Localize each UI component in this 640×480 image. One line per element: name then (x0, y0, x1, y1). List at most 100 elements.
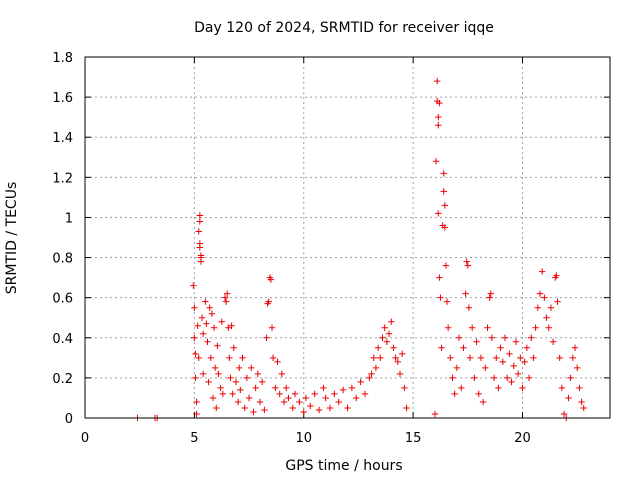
data-point (230, 344, 237, 352)
data-point (239, 354, 246, 362)
data-point (283, 384, 290, 392)
data-point (339, 386, 347, 394)
data-point (444, 324, 452, 331)
data-point (204, 338, 211, 345)
data-point (392, 354, 399, 362)
data-point (441, 224, 449, 231)
data-point (580, 404, 587, 412)
data-point (232, 378, 240, 386)
data-point (190, 282, 197, 289)
data-point (451, 390, 458, 398)
data-point (460, 344, 467, 352)
data-point (497, 344, 504, 352)
data-point (385, 330, 393, 337)
y-tick-label: 0.2 (52, 372, 73, 387)
data-point (479, 398, 487, 406)
data-point (191, 334, 198, 341)
data-point (471, 374, 478, 382)
x-tick-label: 5 (190, 431, 198, 446)
data-point (447, 354, 454, 362)
data-point (366, 374, 373, 382)
data-point (558, 384, 566, 392)
data-point (254, 370, 262, 378)
data-point (503, 374, 511, 382)
data-point (438, 344, 445, 352)
data-point (435, 210, 442, 217)
data-point (396, 370, 404, 378)
data-point (248, 364, 255, 372)
data-point (236, 364, 243, 372)
data-point (276, 390, 283, 398)
y-tick-label: 0.6 (52, 292, 73, 307)
data-point (477, 354, 485, 362)
data-point (388, 318, 395, 325)
data-point (464, 262, 472, 269)
data-point (519, 384, 526, 392)
data-point (554, 298, 561, 305)
data-point (267, 276, 275, 283)
data-point (209, 394, 217, 402)
data-point (203, 320, 210, 327)
data-point (218, 318, 225, 325)
data-point (291, 390, 299, 398)
data-point (517, 354, 524, 362)
data-point (501, 334, 509, 341)
data-point (199, 370, 207, 378)
y-tick-label: 0.4 (52, 332, 73, 347)
x-tick-label: 15 (405, 431, 422, 446)
data-point (536, 290, 544, 297)
data-point (556, 354, 563, 362)
data-point (432, 158, 440, 165)
data-point (437, 294, 444, 301)
data-point (431, 410, 439, 418)
data-point (490, 374, 498, 382)
data-point (198, 314, 206, 321)
data-point (521, 358, 528, 366)
data-point (196, 212, 204, 219)
data-point (475, 390, 482, 398)
data-point (403, 404, 410, 412)
data-point (370, 354, 377, 362)
x-tick-label: 20 (514, 431, 531, 446)
data-point (202, 298, 209, 305)
data-point (573, 364, 581, 372)
data-point (493, 354, 500, 362)
data-point (278, 370, 286, 378)
data-point (484, 324, 491, 331)
y-tick-label: 0 (65, 412, 73, 427)
data-point (487, 290, 494, 297)
data-point (226, 354, 233, 362)
data-point (534, 304, 542, 311)
data-point (571, 344, 579, 352)
data-point (280, 398, 288, 406)
data-point (569, 354, 577, 362)
data-point (543, 314, 550, 321)
x-axis-label: GPS time / hours (285, 458, 402, 474)
data-point (449, 374, 456, 382)
data-point (523, 344, 531, 352)
data-point (214, 342, 221, 349)
data-point (372, 364, 380, 372)
data-point (207, 354, 214, 362)
data-point (272, 384, 279, 392)
y-tick-label: 1.8 (52, 51, 73, 66)
data-point (473, 338, 480, 345)
data-point (567, 374, 574, 382)
data-point (263, 334, 270, 341)
data-point (196, 244, 204, 251)
data-point (296, 398, 303, 406)
data-point (250, 408, 257, 416)
data-point (547, 304, 555, 311)
data-point (265, 298, 272, 305)
data-point (545, 324, 552, 331)
data-point (192, 374, 199, 382)
data-point (335, 398, 342, 406)
data-point (223, 290, 231, 297)
data-point (512, 338, 520, 345)
plot-frame (84, 56, 611, 419)
data-point (315, 406, 323, 414)
data-point (486, 294, 493, 301)
data-point (441, 202, 449, 209)
data-point (495, 384, 502, 392)
data-point (243, 374, 251, 382)
